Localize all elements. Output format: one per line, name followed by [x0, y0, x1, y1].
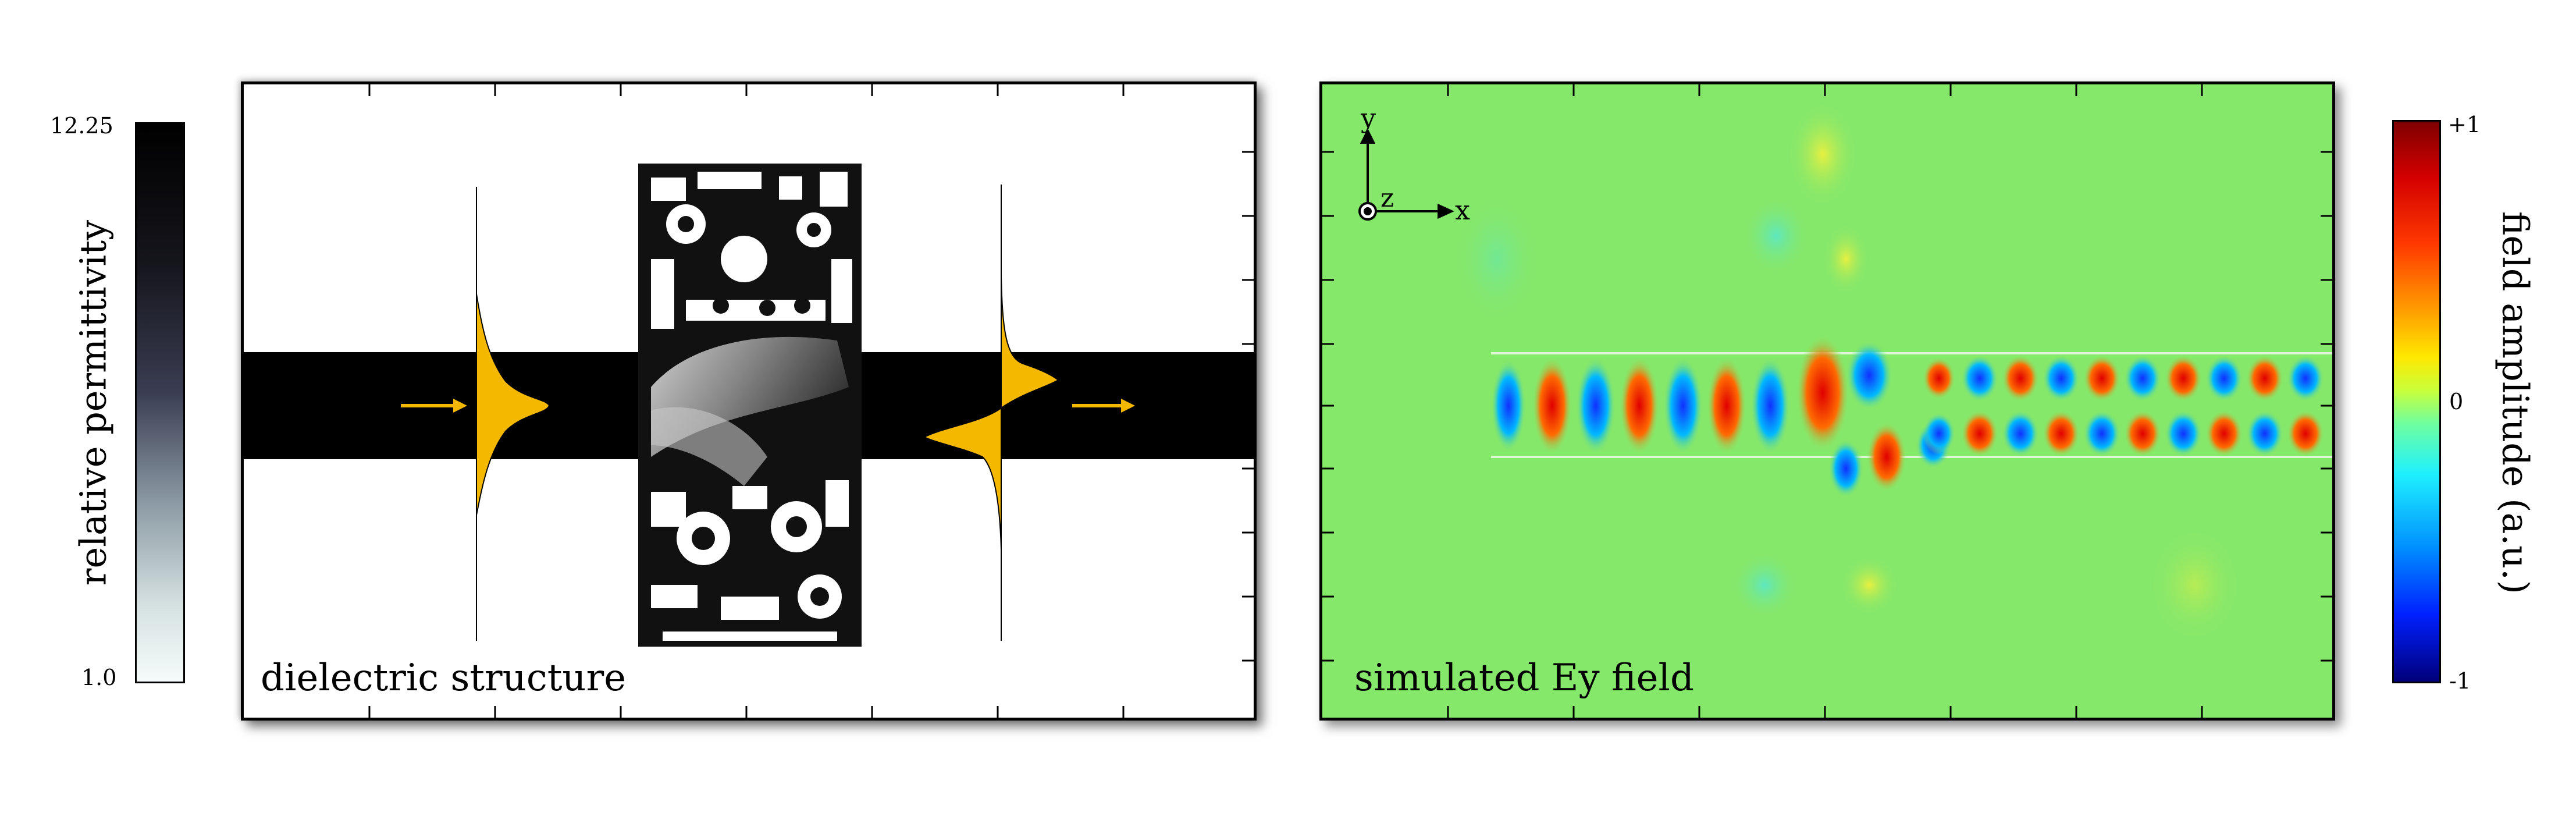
output-field-lobes: [1923, 355, 2324, 457]
field-amplitude-axis-label: field amplitude (a.u.): [2494, 211, 2537, 594]
output-mode-profile-lower: [923, 407, 1002, 551]
field-panel-label: simulated Ey field: [1354, 657, 1694, 700]
axis-y-label: y: [1360, 102, 1376, 134]
inverse-design-region: [638, 164, 862, 647]
permittivity-axis-label: relative permittivity: [72, 219, 115, 586]
field-min-label: -1: [2449, 668, 2471, 694]
permittivity-colorbar: [135, 122, 185, 683]
conversion-region: [1796, 335, 1951, 498]
field-amplitude-colorbar: [2392, 120, 2441, 683]
axis-z-label: z: [1380, 183, 1394, 213]
field-background-texture: [1450, 102, 2241, 643]
panel-right-ticks: [1322, 84, 2332, 718]
field-panel: y x z: [1319, 81, 2335, 721]
field-max-label: +1: [2448, 112, 2481, 137]
permittivity-max-label: 12.25: [50, 113, 113, 139]
coordinate-axes-icon: [1358, 128, 1454, 221]
dielectric-structure-figure: [244, 84, 1254, 718]
input-field-lobes: [1491, 357, 1790, 455]
input-arrow-icon: [401, 399, 467, 413]
permittivity-min-label: 1.0: [81, 665, 117, 690]
output-arrow-icon: [1072, 399, 1135, 413]
dielectric-structure-label: dielectric structure: [261, 657, 627, 700]
dielectric-structure-panel: [241, 81, 1257, 721]
field-figure: y x z: [1322, 84, 2332, 718]
axis-x-label: x: [1455, 194, 1470, 226]
output-mode-profile-upper: [1001, 276, 1059, 409]
input-mode-profile: [476, 293, 550, 516]
field-mid-label: 0: [2449, 389, 2464, 414]
waveguide-edges: [1491, 352, 2332, 458]
panel-left-ticks: [368, 84, 1254, 718]
